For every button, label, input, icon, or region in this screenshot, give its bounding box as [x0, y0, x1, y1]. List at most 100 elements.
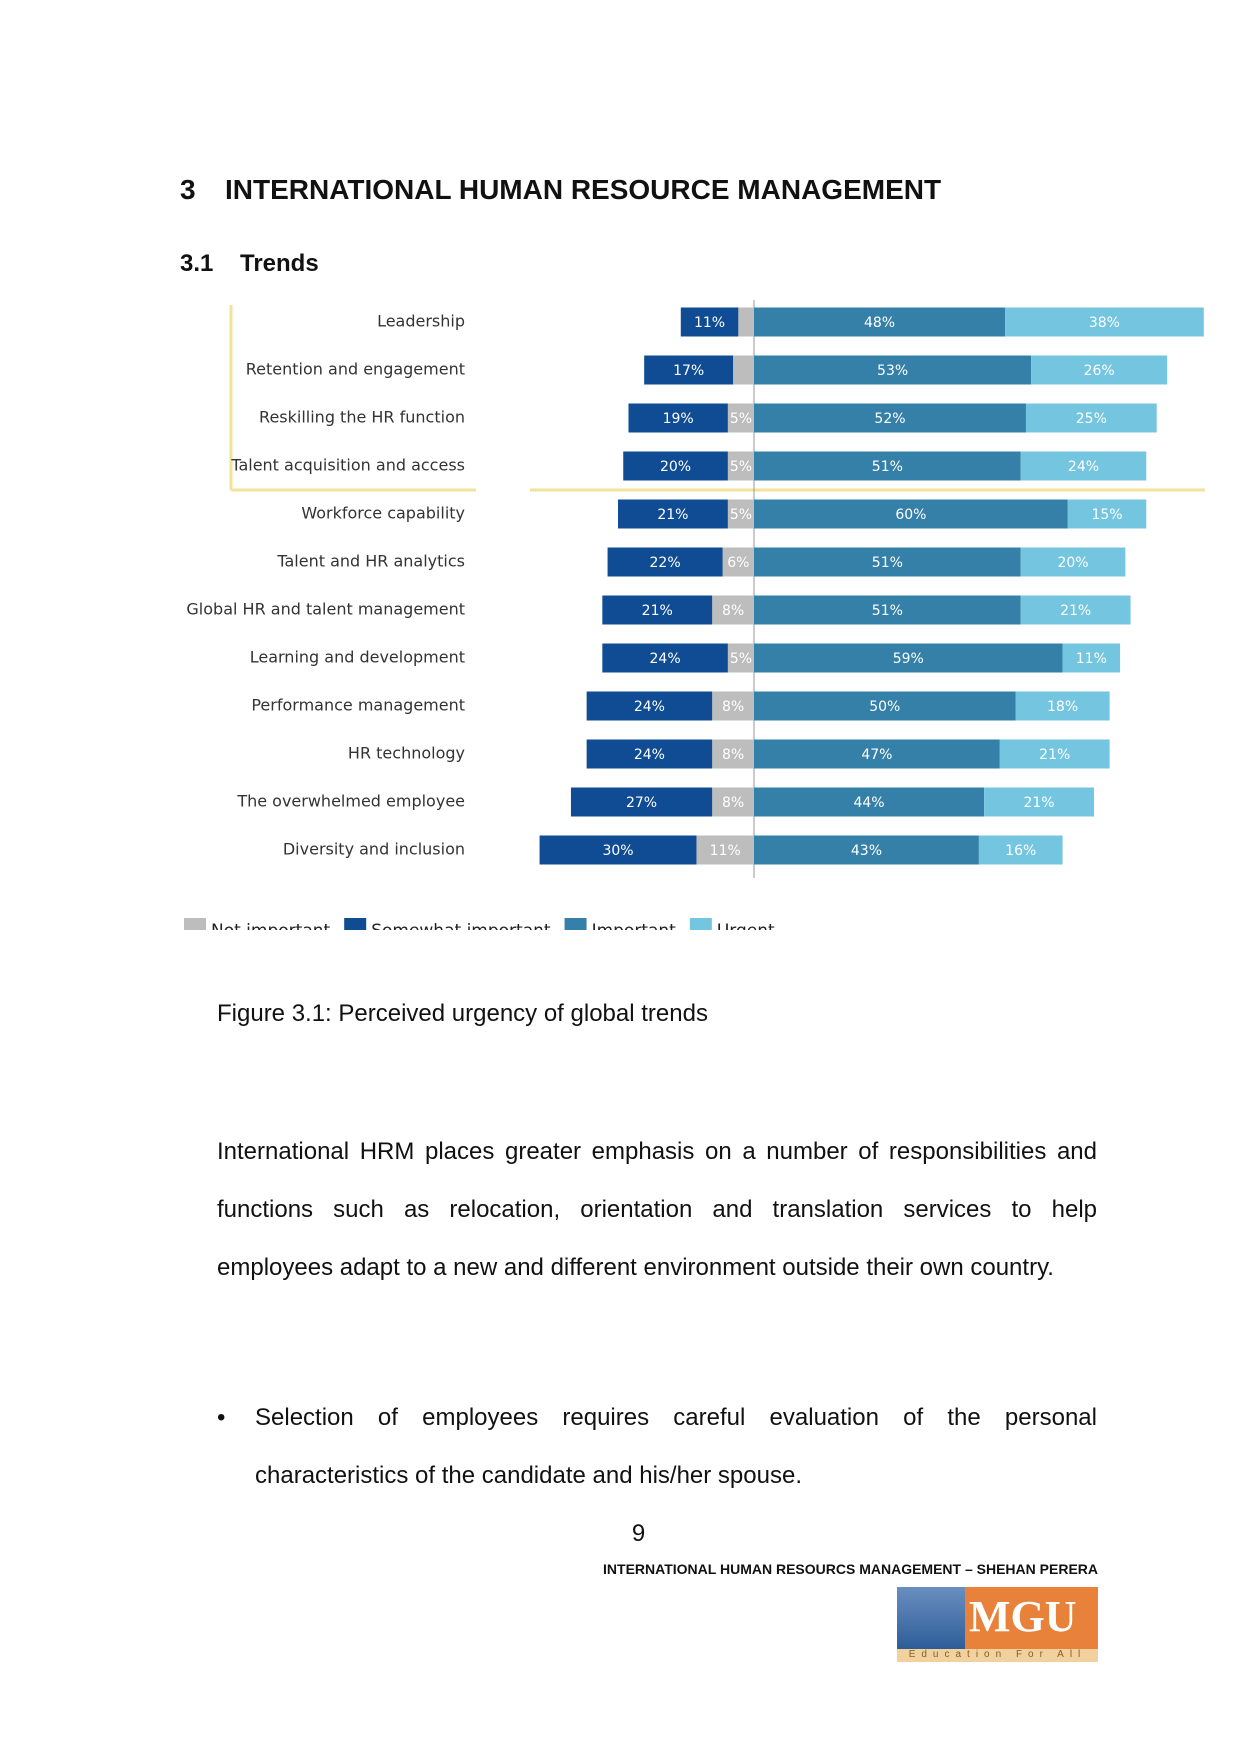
value-label: 48%	[864, 315, 895, 331]
bar-segment	[644, 355, 734, 385]
bar-segment	[754, 595, 1021, 625]
bar-segment	[680, 307, 739, 337]
bar-segment	[1025, 403, 1157, 433]
bar-segment	[1031, 355, 1168, 385]
bar-segment	[754, 691, 1016, 721]
bar-segment	[1005, 307, 1204, 337]
bar-segment	[607, 547, 723, 577]
value-label: 25%	[1076, 411, 1107, 427]
category-label: Talent and HR analytics	[276, 552, 465, 571]
legend-swatch	[564, 918, 587, 930]
value-label: 60%	[895, 507, 926, 523]
category-label: Retention and engagement	[246, 360, 465, 379]
bar-segment	[999, 739, 1110, 769]
category-label: HR technology	[348, 744, 465, 763]
bar-segment	[738, 307, 754, 337]
bar-segment	[733, 355, 754, 385]
bar-segment	[1062, 643, 1121, 673]
value-label: 27%	[626, 795, 657, 811]
bar-segment	[539, 835, 697, 865]
bar-segment	[754, 403, 1026, 433]
value-label: 5%	[730, 459, 752, 475]
legend-label: Urgent	[717, 921, 775, 930]
bar-segment	[712, 595, 754, 625]
value-label: 20%	[660, 459, 691, 475]
logo-name: MGU	[969, 1592, 1077, 1641]
value-label: 47%	[861, 747, 892, 763]
bar-segment	[712, 787, 754, 817]
heading: 3 INTERNATIONAL HUMAN RESOURCE MANAGEMENT	[180, 174, 941, 206]
bar-segment	[712, 739, 754, 769]
footer: INTERNATIONAL HUMAN RESOURCS MANAGEMENT …	[603, 1561, 1098, 1577]
bar-segment	[754, 643, 1063, 673]
value-label: 44%	[853, 795, 884, 811]
value-label: 24%	[634, 747, 665, 763]
value-label: 24%	[1068, 459, 1099, 475]
value-label: 24%	[650, 651, 681, 667]
bar-segment	[754, 835, 979, 865]
bar-segment	[754, 787, 985, 817]
value-label: 18%	[1047, 699, 1078, 715]
value-label: 8%	[722, 795, 744, 811]
logo: MGU Education For All	[897, 1587, 1098, 1662]
bar-segment	[978, 835, 1063, 865]
value-label: 43%	[851, 843, 882, 859]
value-label: 11%	[694, 315, 725, 331]
value-label: 51%	[872, 603, 903, 619]
value-label: 5%	[730, 507, 752, 523]
bar-segment	[1020, 547, 1126, 577]
heading-number: 3	[180, 174, 196, 205]
subheading: 3.1 Trends	[180, 250, 319, 278]
value-label: 15%	[1091, 507, 1122, 523]
bar-segment	[984, 787, 1094, 817]
bar-segment	[1020, 451, 1147, 481]
category-label: Diversity and inclusion	[283, 840, 465, 859]
bar-segment	[696, 835, 754, 865]
value-label: 21%	[1023, 795, 1054, 811]
legend-swatch	[184, 918, 206, 930]
category-label: The overwhelmed employee	[236, 792, 465, 811]
value-label: 21%	[657, 507, 688, 523]
bar-segment	[727, 451, 754, 481]
bar-segment	[712, 691, 754, 721]
value-label: 24%	[634, 699, 665, 715]
bar-segment	[727, 499, 754, 529]
value-label: 53%	[877, 363, 908, 379]
category-label: Performance management	[251, 696, 465, 715]
heading-title: INTERNATIONAL HUMAN RESOURCE MANAGEMENT	[225, 174, 942, 205]
logo-tagline: Education For All	[897, 1649, 1098, 1662]
value-label: 38%	[1089, 315, 1120, 331]
bar-segment	[754, 739, 1000, 769]
bar-segment	[623, 451, 728, 481]
value-label: 5%	[730, 651, 752, 667]
category-label: Global HR and talent management	[186, 600, 465, 619]
bullet-list: • Selection of employees requires careful…	[217, 1389, 1097, 1505]
bar-segment	[618, 499, 728, 529]
bar-segment	[628, 403, 728, 433]
value-label: 5%	[730, 411, 752, 427]
value-label: 20%	[1057, 555, 1088, 571]
legend-label: Important	[592, 921, 677, 930]
category-label: Workforce capability	[301, 504, 465, 523]
value-label: 19%	[663, 411, 694, 427]
value-label: 6%	[727, 555, 749, 571]
value-label: 11%	[710, 843, 741, 859]
bar-segment	[586, 691, 713, 721]
bar-segment	[1015, 691, 1110, 721]
bar-segment	[722, 547, 754, 577]
category-label: Leadership	[377, 312, 465, 331]
bar-segment	[754, 307, 1006, 337]
value-label: 21%	[1060, 603, 1091, 619]
value-label: 51%	[872, 459, 903, 475]
value-label: 16%	[1005, 843, 1036, 859]
category-label: Learning and development	[250, 648, 465, 667]
legend-label: Not important	[211, 921, 331, 930]
value-label: 21%	[642, 603, 673, 619]
bar-segment	[586, 739, 713, 769]
value-label: 52%	[874, 411, 905, 427]
subheading-title: Trends	[240, 250, 319, 277]
bullet-text: Selection of employees requires careful …	[255, 1404, 1097, 1489]
value-label: 50%	[869, 699, 900, 715]
category-label: Reskilling the HR function	[259, 408, 465, 427]
subheading-number: 3.1	[180, 250, 214, 277]
